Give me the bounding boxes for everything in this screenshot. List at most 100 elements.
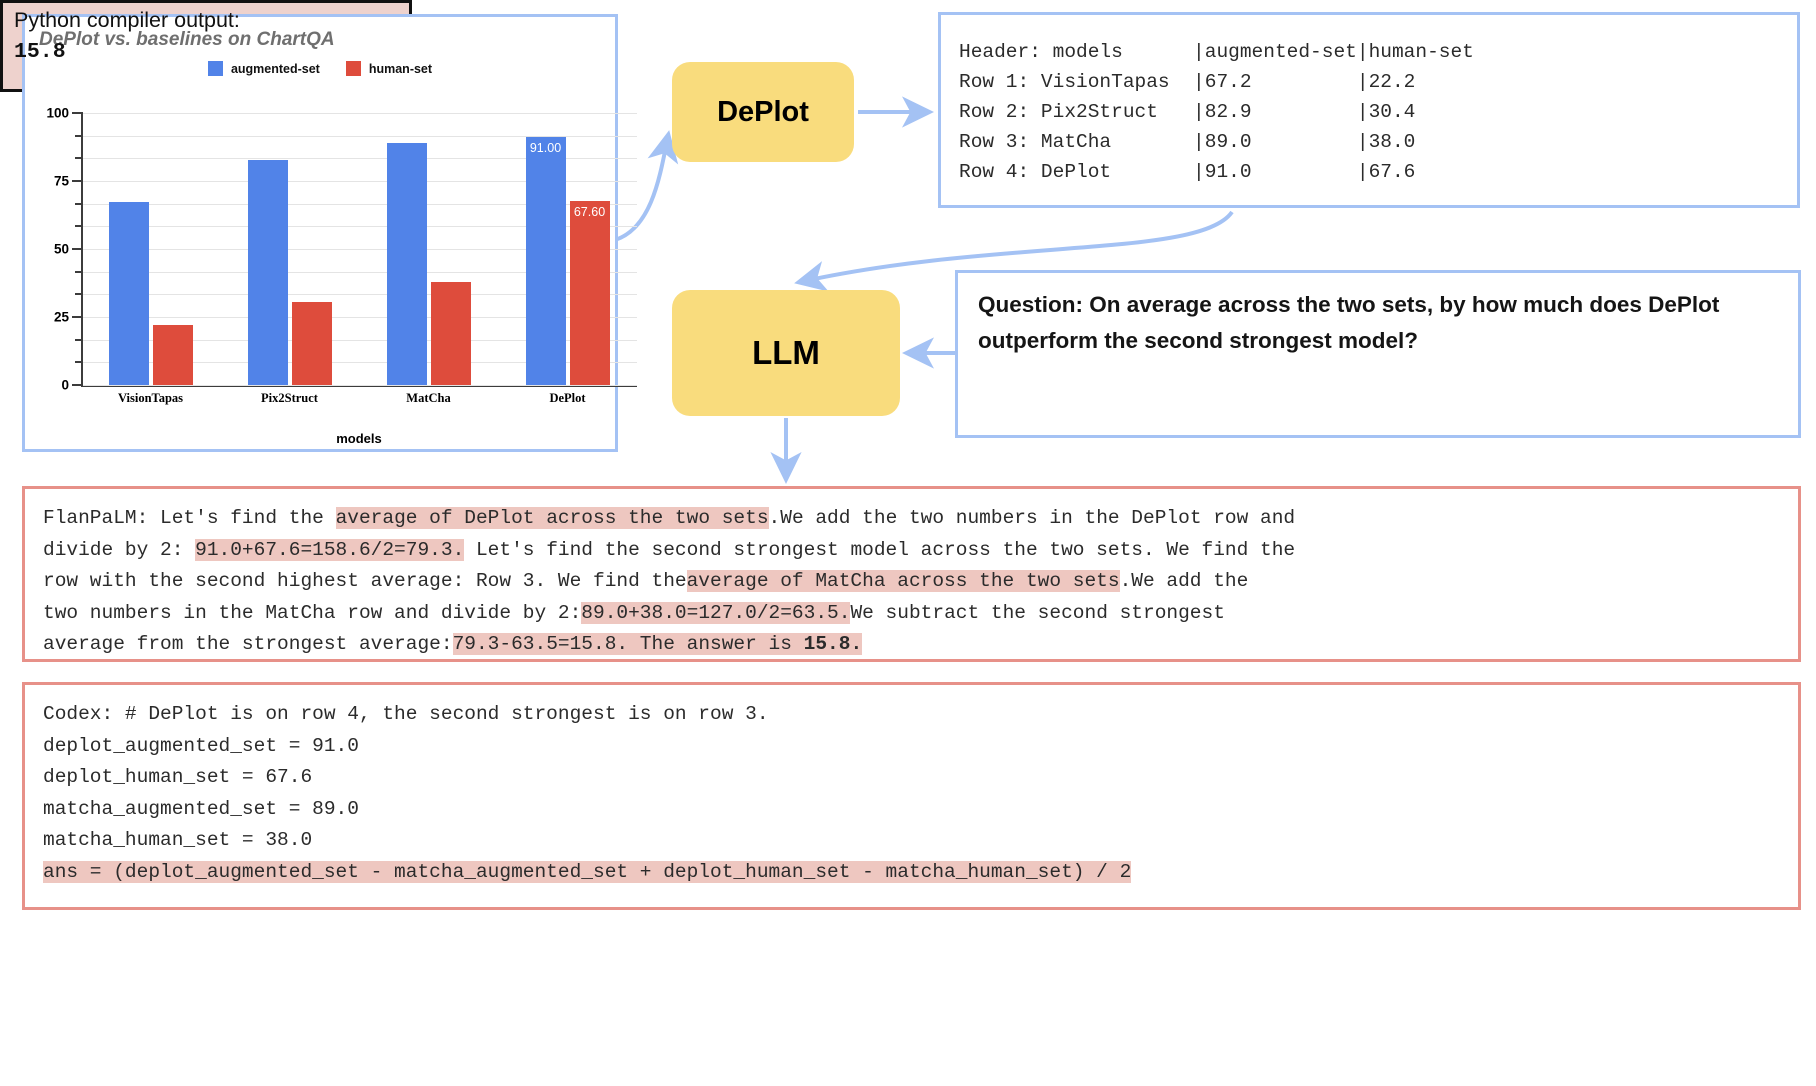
gridline [81, 135, 637, 137]
x-axis-line [81, 385, 637, 387]
y-tick-minor [75, 202, 83, 205]
x-category-label: VisionTapas [117, 391, 184, 405]
node-llm[interactable]: LLM [672, 290, 900, 416]
text-span: divide by 2: [43, 538, 196, 561]
gridline [81, 317, 637, 318]
text-span: .We add the [1119, 570, 1249, 592]
legend-item-augmented-set: augmented-set [207, 61, 320, 76]
x-category-label: MatCha [406, 391, 451, 405]
text-span: deplot_human_set = 67.6 [43, 766, 313, 788]
gridline [81, 203, 637, 205]
flanpalm-reasoning-panel: FlanPaLM: Let's find the average of DePl… [22, 486, 1801, 662]
x-axis-title: models [336, 431, 382, 446]
legend-swatch-human-set [345, 61, 361, 76]
text-span: matcha_augmented_set = 89.0 [43, 797, 359, 820]
node-deplot-label: DePlot [717, 95, 809, 128]
bar-human-set-MatCha [430, 281, 471, 385]
y-tick-major [72, 384, 83, 386]
text-span: average from the strongest average: [43, 633, 453, 655]
text-span: row with the second highest average: Row… [43, 570, 687, 592]
codex-program-panel: Codex: # DePlot is on row 4, the second … [22, 682, 1801, 910]
bar-human-set-DePlot: 67.60 [569, 201, 610, 385]
y-tick-minor [75, 361, 83, 364]
text-line: Header: models |augmented-set|human-set [959, 41, 1474, 63]
node-llm-label: LLM [752, 334, 820, 371]
text-line: matcha_augmented_set = 89.0 [43, 794, 1790, 826]
question-panel: Question: On average across the two sets… [955, 270, 1801, 438]
highlighted-span: 15.8. [803, 633, 863, 655]
bar-augmented-set-MatCha [386, 142, 427, 385]
legend-item-human-set: human-set [345, 61, 433, 76]
text-line: average from the strongest average:79.3-… [43, 629, 1790, 661]
text-span: matcha_human_set = 38.0 [43, 829, 313, 851]
y-tick-label: 50 [53, 241, 69, 257]
text-line: matcha_human_set = 38.0 [43, 825, 1790, 857]
text-line: divide by 2: 91.0+67.6=158.6/2=79.3. Let… [43, 535, 1790, 567]
chart-title: DePlot vs. baselines on ChartQA [39, 29, 335, 50]
bar-human-set-VisionTapas [152, 324, 193, 385]
bar-augmented-set-DePlot: 91.00 [525, 137, 566, 385]
text-span: We subtract the second strongest [850, 601, 1225, 624]
legend-label-human-set: human-set [368, 61, 433, 76]
chart-legend: augmented-set human-set [25, 61, 615, 76]
y-tick-major [72, 112, 83, 114]
gridline [81, 113, 637, 114]
legend-label-augmented-set: augmented-set [230, 61, 320, 76]
text-line: row with the second highest average: Row… [43, 566, 1790, 598]
text-span: Codex: # DePlot is on row 4, the second … [43, 703, 769, 725]
gridline [81, 158, 637, 160]
text-line: deplot_augmented_set = 91.0 [43, 731, 1790, 763]
text-span: two numbers in the MatCha row and divide… [43, 601, 582, 624]
gridline [81, 181, 637, 182]
y-tick-minor [75, 225, 83, 228]
text-line: Row 2: Pix2Struct |82.9 |30.4 [959, 101, 1416, 123]
text-line: two numbers in the MatCha row and divide… [43, 598, 1790, 630]
y-tick-label: 0 [61, 377, 69, 393]
highlighted-span: 89.0+38.0=127.0/2=63.5. [581, 601, 851, 624]
highlighted-span: average of DePlot across the two sets [335, 507, 769, 529]
chart-panel: DePlot vs. baselines on ChartQA augmente… [22, 14, 637, 452]
flanpalm-text: FlanPaLM: Let's find the average of DePl… [43, 503, 1790, 661]
bar-human-set-Pix2Struct [291, 302, 332, 385]
x-category-label: Pix2Struct [261, 391, 318, 405]
gridline [81, 226, 637, 228]
gridline [81, 362, 637, 364]
y-tick-major [72, 180, 83, 182]
question-text: Question: On average across the two sets… [978, 292, 1720, 354]
gridline [81, 294, 637, 296]
highlighted-span: 79.3-63.5=15.8. The answer is [452, 633, 804, 655]
y-tick-minor [75, 293, 83, 296]
bar-value-label: 67.60 [573, 205, 606, 220]
y-tick-minor [75, 134, 83, 137]
text-line: Codex: # DePlot is on row 4, the second … [43, 699, 1790, 731]
text-line: Row 4: DePlot |91.0 |67.6 [959, 161, 1416, 183]
text-span: .We add the two numbers in the DePlot ro… [768, 507, 1296, 529]
highlighted-span: 91.0+67.6=158.6/2=79.3. [195, 538, 465, 561]
text-span: FlanPaLM: Let's find the [43, 507, 336, 529]
gridline [81, 339, 637, 341]
text-line: Row 3: MatCha |89.0 |38.0 [959, 131, 1416, 153]
compiler-output-value: 15.8 [14, 40, 66, 64]
y-tick-label: 100 [46, 105, 69, 121]
highlighted-span: average of MatCha across the two sets [686, 570, 1120, 592]
y-tick-label: 25 [53, 309, 69, 325]
text-span: deplot_augmented_set = 91.0 [43, 734, 359, 757]
y-tick-major [72, 316, 83, 318]
bar-value-label: 91.00 [529, 141, 562, 156]
y-tick-label: 75 [53, 173, 69, 189]
table-output-panel: Header: models |augmented-set|human-set R… [938, 12, 1800, 208]
legend-swatch-augmented-set [207, 61, 223, 76]
text-line: FlanPaLM: Let's find the average of DePl… [43, 503, 1790, 535]
y-tick-minor [75, 338, 83, 341]
y-tick-minor [75, 157, 83, 160]
table-lines: Header: models |augmented-set|human-set R… [959, 37, 1474, 187]
bar-augmented-set-Pix2Struct [247, 159, 288, 385]
node-deplot[interactable]: DePlot [672, 62, 854, 162]
y-tick-major [72, 248, 83, 250]
text-line: ans = (deplot_augmented_set - matcha_aug… [43, 857, 1790, 889]
gridline [81, 385, 637, 386]
x-category-label: DePlot [549, 391, 586, 405]
text-span: Let's find the second strongest model ac… [464, 538, 1296, 561]
plot-area: 0 25 50 75 100 91.00 67.60 VisionTapas Pix2Str… [46, 106, 637, 446]
highlighted-span: ans = (deplot_augmented_set - matcha_aug… [43, 860, 1132, 883]
